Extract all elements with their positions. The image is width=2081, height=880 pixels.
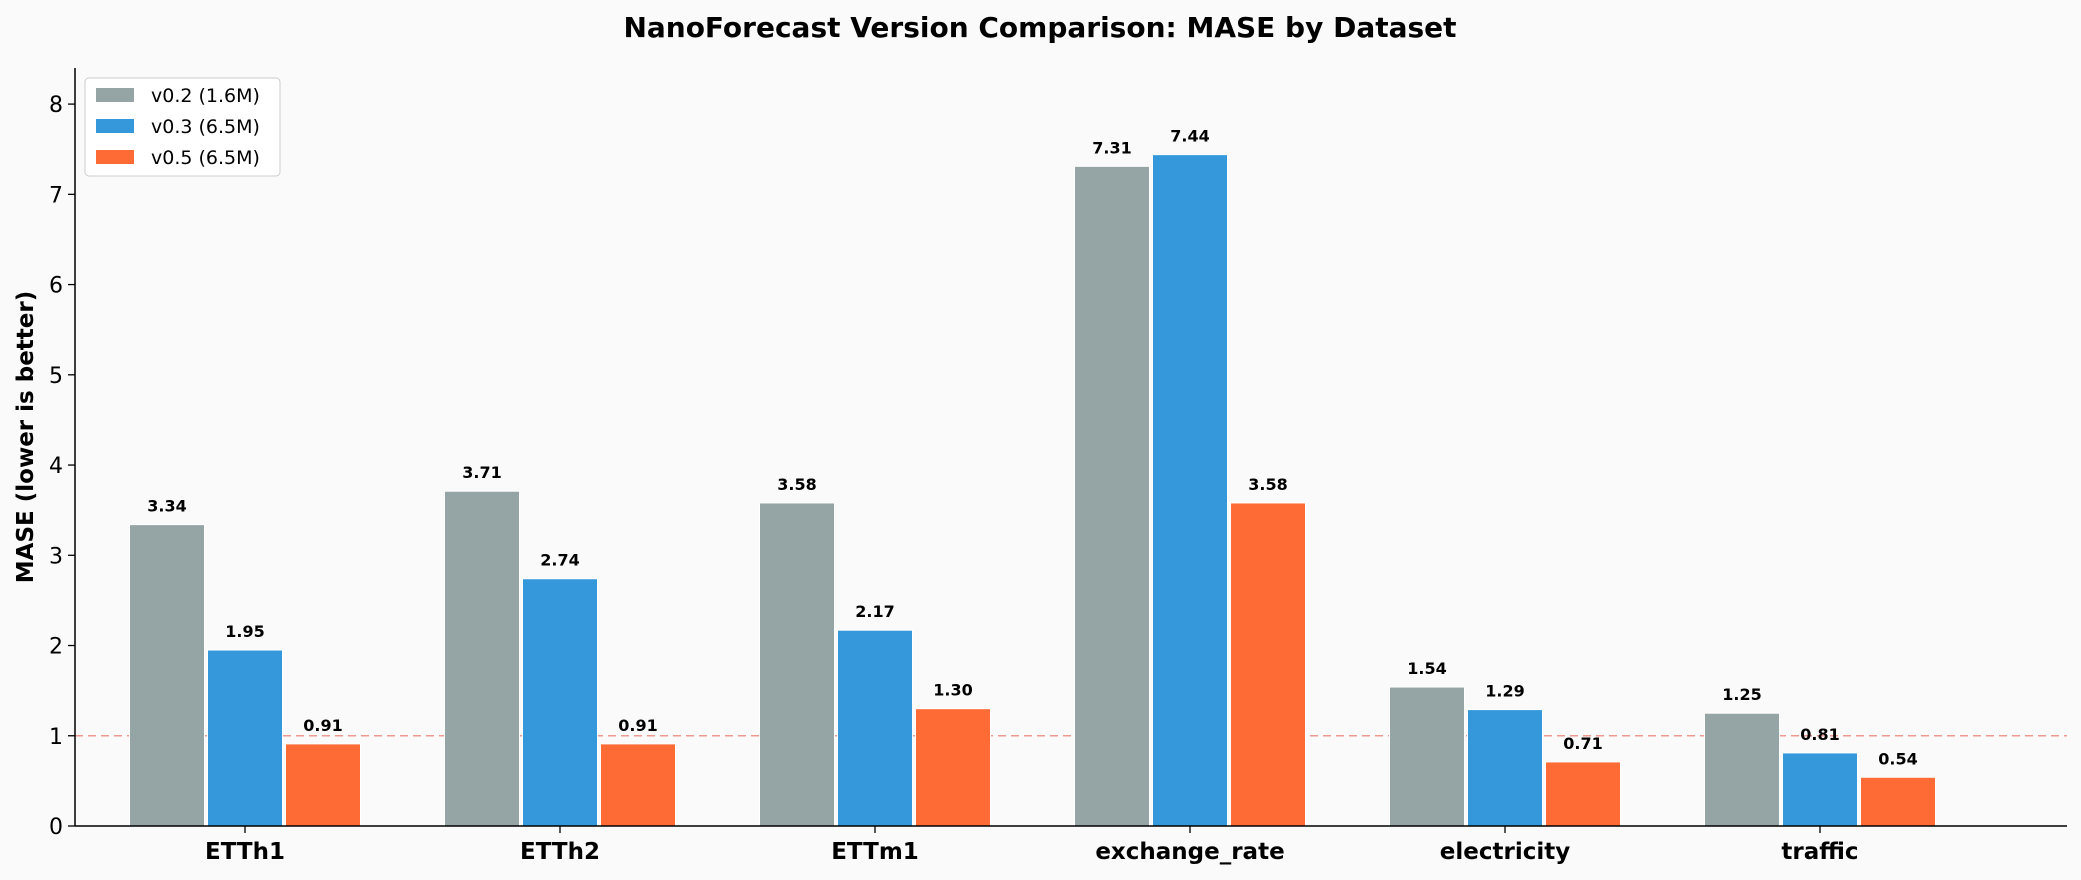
bar-value-label: 0.54 xyxy=(1878,749,1917,768)
x-axis-ticks: ETTh1 ETTh2 ETTm1 exchange_rate electricity t… xyxy=(205,826,1859,865)
bar-value-label: 7.44 xyxy=(1170,127,1209,146)
y-tick-label: 5 xyxy=(49,364,63,389)
bar xyxy=(285,743,361,827)
bar xyxy=(207,649,283,827)
y-tick-label: 8 xyxy=(49,93,63,118)
data-labels-group: 3.34 1.95 0.91 3.71 2.74 0.91 3.58 2.17 1.30 7.31… xyxy=(147,127,1917,769)
bar xyxy=(1230,502,1306,827)
bar-value-label: 1.30 xyxy=(933,681,972,700)
legend-swatch xyxy=(96,88,134,102)
x-tick-label: ETTh1 xyxy=(205,839,285,865)
bar xyxy=(837,629,913,827)
bar xyxy=(1545,761,1621,827)
bar xyxy=(1467,709,1543,827)
bar xyxy=(1074,165,1150,827)
bar-value-label: 7.31 xyxy=(1092,138,1131,157)
bar-value-label: 3.58 xyxy=(1248,475,1287,494)
bar xyxy=(600,743,676,827)
legend: v0.2 (1.6M) v0.3 (6.5M) v0.5 (6.5M) xyxy=(84,77,281,177)
bar xyxy=(1152,154,1228,827)
bar xyxy=(1860,776,1936,827)
legend-swatch xyxy=(96,119,134,133)
x-tick-label: exchange_rate xyxy=(1095,839,1284,865)
bar-value-label: 1.29 xyxy=(1485,682,1524,701)
bar xyxy=(522,578,598,827)
y-tick-label: 6 xyxy=(49,274,63,299)
legend-label: v0.2 (1.6M) xyxy=(151,85,260,107)
bar-value-label: 0.91 xyxy=(303,716,342,735)
x-tick-label: ETTm1 xyxy=(831,839,919,865)
bar-value-label: 3.71 xyxy=(462,463,501,482)
y-tick-label: 3 xyxy=(49,544,63,569)
bar-value-label: 1.25 xyxy=(1722,685,1761,704)
bar xyxy=(444,490,520,827)
bar-value-label: 3.34 xyxy=(147,497,186,516)
y-tick-label: 1 xyxy=(49,725,63,750)
x-tick-label: electricity xyxy=(1440,839,1570,865)
chart-title: NanoForecast Version Comparison: MASE by… xyxy=(623,11,1456,44)
y-axis-ticks: 0 1 2 3 4 5 6 7 8 xyxy=(49,93,75,840)
bar-value-label: 1.95 xyxy=(225,622,264,641)
y-tick-label: 0 xyxy=(49,815,63,840)
bar-value-label: 2.74 xyxy=(540,551,579,570)
bar xyxy=(759,502,835,827)
x-tick-label: traffic xyxy=(1781,839,1858,865)
legend-label: v0.5 (6.5M) xyxy=(151,147,260,169)
bar-value-label: 2.17 xyxy=(855,602,894,621)
bars-group xyxy=(129,154,1936,827)
bar xyxy=(1389,686,1465,827)
bar xyxy=(1782,752,1858,827)
bar xyxy=(129,524,205,827)
bar xyxy=(1704,712,1780,827)
legend-label: v0.3 (6.5M) xyxy=(151,116,260,138)
bar-value-label: 0.71 xyxy=(1563,734,1602,753)
y-tick-label: 7 xyxy=(49,183,63,208)
bar-value-label: 0.91 xyxy=(618,716,657,735)
y-tick-label: 2 xyxy=(49,635,63,660)
y-tick-label: 4 xyxy=(49,454,63,479)
bar xyxy=(915,708,991,827)
x-tick-label: ETTh2 xyxy=(520,839,600,865)
legend-swatch xyxy=(96,150,134,164)
y-axis-label: MASE (lower is better) xyxy=(13,291,39,583)
bar-value-label: 1.54 xyxy=(1407,659,1446,678)
bar-value-label: 3.58 xyxy=(777,475,816,494)
bar-value-label: 0.81 xyxy=(1800,725,1839,744)
axes-group xyxy=(74,68,2067,827)
